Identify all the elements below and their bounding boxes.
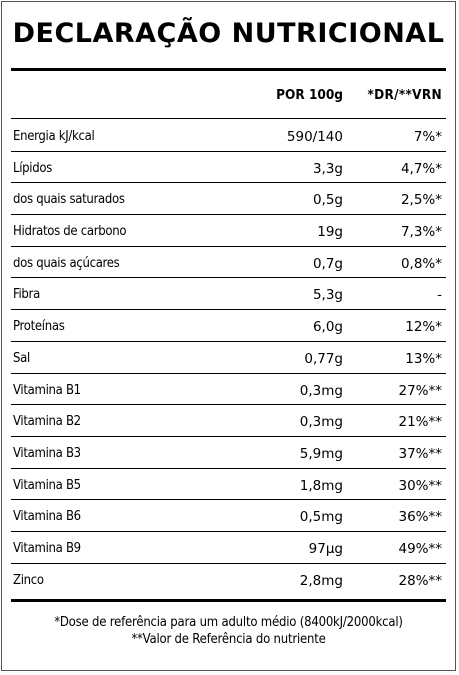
nutrient-name: dos quais saturados — [13, 192, 125, 208]
nutrient-dr: 30%** — [398, 477, 442, 494]
nutrition-table: Energia kJ/kcal 590/140 7%* Lípidos 3,3g 4,7%… — [11, 120, 446, 595]
footnote-dr: *Dose de referência para um adulto médio… — [54, 615, 403, 630]
table-row: Vitamina B9 97µg 49%** — [11, 532, 446, 564]
table-row: Vitamina B1 0,3mg 27%** — [11, 374, 446, 406]
nutrient-dr: 36%** — [398, 509, 442, 526]
nutrient-name: Vitamina B3 — [13, 445, 81, 461]
header-divider — [11, 118, 446, 119]
table-row: Lípidos 3,3g 4,7%* — [11, 152, 446, 184]
nutrient-name: Vitamina B9 — [13, 540, 81, 556]
nutrient-dr: 27%** — [398, 382, 442, 399]
nutrient-value: 0,5g — [312, 192, 343, 209]
header-dr-vrn: *DR/**VRN — [367, 87, 442, 103]
bottom-divider — [11, 599, 446, 602]
nutrient-name: Fibra — [13, 287, 40, 303]
nutrient-dr: 0,8%* — [400, 255, 442, 272]
footnote-vrn: **Valor de Referência do nutriente — [131, 632, 326, 647]
nutrient-name: Zinco — [13, 572, 44, 588]
nutrient-name: Vitamina B1 — [13, 382, 81, 398]
nutrient-dr: 37%** — [398, 445, 442, 462]
table-row: Proteínas 6,0g 12%* — [11, 310, 446, 342]
nutrient-dr: 7,3%* — [400, 224, 442, 241]
page-title: DECLARAÇÃO NUTRICIONAL — [12, 18, 445, 49]
table-row: dos quais açúcares 0,7g 0,8%* — [11, 247, 446, 279]
table-row: Zinco 2,8mg 28%** — [11, 564, 446, 596]
nutrient-dr: 7%* — [413, 129, 442, 145]
nutrient-dr: 4,7%* — [400, 160, 442, 177]
top-divider — [11, 68, 446, 71]
nutrient-value: 0,5mg — [299, 509, 343, 526]
table-row: dos quais saturados 0,5g 2,5%* — [11, 183, 446, 216]
nutrient-value: 2,8mg — [299, 572, 343, 589]
nutrient-value: 0,3mg — [299, 414, 343, 431]
nutrient-value: 19g — [317, 224, 343, 241]
nutrient-value: 0,7g — [312, 255, 343, 272]
nutrient-dr: 2,5%* — [400, 192, 442, 209]
nutrient-name: Vitamina B5 — [13, 477, 81, 493]
nutrient-value: 1,8mg — [299, 477, 343, 494]
table-row: Energia kJ/kcal 590/140 7%* — [11, 120, 446, 152]
table-row: Vitamina B6 0,5mg 36%** — [11, 500, 446, 532]
nutrient-name: Lípidos — [13, 160, 53, 176]
table-row: Vitamina B3 5,9mg 37%** — [11, 437, 446, 469]
nutrient-value: 0,3mg — [299, 382, 343, 399]
nutrient-name: Hidratos de carbono — [13, 224, 127, 240]
nutrient-value: 97µg — [308, 540, 343, 557]
nutrient-dr: - — [437, 287, 442, 304]
footnotes: *Dose de referência para um adulto médio… — [2, 614, 455, 648]
nutrient-dr: 49%** — [398, 540, 442, 557]
nutrient-name: Vitamina B2 — [13, 414, 81, 430]
nutrient-dr: 28%** — [398, 572, 442, 589]
table-row: Hidratos de carbono 19g 7,3%* — [11, 215, 446, 247]
nutrient-dr: 12%* — [405, 319, 442, 336]
nutrient-name: Sal — [13, 350, 30, 366]
nutrient-value: 590/140 — [286, 129, 343, 145]
nutrient-name: Proteínas — [13, 319, 65, 335]
nutrient-dr: 13%* — [405, 350, 442, 367]
nutrient-value: 0,77g — [304, 350, 343, 367]
nutrient-name: Vitamina B6 — [13, 509, 81, 525]
table-row: Vitamina B5 1,8mg 30%** — [11, 469, 446, 501]
table-header: POR 100g *DR/**VRN — [11, 80, 446, 112]
nutrient-name: dos quais açúcares — [13, 255, 120, 271]
nutrient-value: 5,9mg — [299, 445, 343, 462]
nutrient-value: 3,3g — [312, 160, 343, 177]
table-row: Fibra 5,3g - — [11, 278, 446, 311]
nutrient-value: 5,3g — [312, 287, 343, 304]
table-row: Sal 0,77g 13%* — [11, 342, 446, 374]
table-row: Vitamina B2 0,3mg 21%** — [11, 405, 446, 437]
nutrient-dr: 21%** — [398, 414, 442, 431]
nutrient-name: Energia kJ/kcal — [13, 129, 95, 144]
nutrient-value: 6,0g — [312, 319, 343, 336]
header-per-100g: POR 100g — [276, 87, 343, 103]
